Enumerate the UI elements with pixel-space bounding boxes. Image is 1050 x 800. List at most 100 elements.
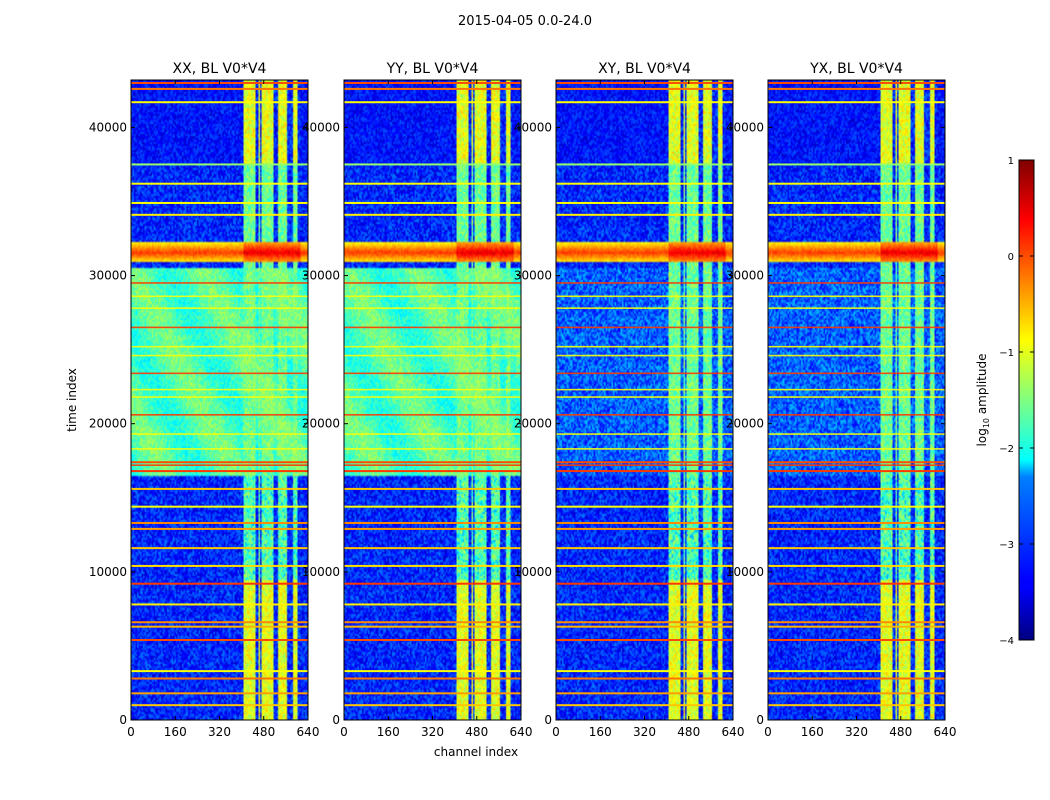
rfi-line [556, 372, 733, 375]
rfi-line [131, 307, 308, 309]
rfi-line [344, 547, 521, 550]
rfi-line [768, 388, 945, 391]
x-tick-label: 480 [252, 725, 275, 739]
rfi-line [344, 354, 521, 357]
rfi-line [768, 87, 945, 90]
x-axis-label: channel index [434, 745, 518, 759]
rfi-line [344, 182, 521, 185]
colorbar-tick-label: 0 [1008, 252, 1014, 263]
y-tick-label: 0 [756, 713, 764, 727]
rfi-line [344, 639, 521, 641]
x-tick-label: 320 [633, 725, 656, 739]
colorbar-tick-label: −1 [999, 348, 1014, 359]
figure-title: 2015-04-05 0.0-24.0 [458, 14, 592, 29]
rfi-line [131, 414, 308, 416]
x-tick-label: 160 [589, 725, 612, 739]
heatmap-panel-xy: XY, BL V0*V4 0 160 320 480 640 0 10000 20000 3000… [514, 61, 745, 739]
rfi-line [768, 345, 945, 348]
rfi-line [768, 621, 945, 624]
rfi-line [768, 564, 945, 567]
rfi-line [768, 163, 945, 166]
colorbar-tick-label: −3 [999, 540, 1014, 551]
colorbar-tick-label: 1 [1008, 156, 1014, 167]
rfi-line [344, 603, 521, 606]
x-tick-label: 640 [934, 725, 957, 739]
y-tick-label: 10000 [726, 565, 764, 579]
colorbar-tick-label: −4 [999, 636, 1014, 647]
heatmap-raster [344, 80, 521, 720]
rfi-line [344, 448, 521, 450]
rfi-line [131, 464, 308, 466]
rfi-line [556, 182, 733, 185]
rfi-line [131, 201, 308, 204]
rfi-line [344, 295, 521, 298]
rfi-line [131, 677, 308, 680]
rfi-line [768, 464, 945, 466]
x-tick-label: 0 [340, 725, 348, 739]
rfi-line [556, 87, 733, 90]
rfi-line [131, 448, 308, 450]
rfi-line [768, 639, 945, 641]
rfi-line [131, 704, 308, 707]
rfi-line [556, 201, 733, 204]
y-tick-label: 20000 [726, 417, 764, 431]
colorbar-label: log10 amplitude [975, 354, 991, 447]
rfi-line [131, 621, 308, 624]
rfi-line [344, 461, 521, 464]
rfi-line [131, 87, 308, 90]
rfi-line [556, 470, 733, 473]
rfi-line [344, 433, 521, 435]
y-axis-label: time index [65, 368, 79, 432]
rfi-line [768, 704, 945, 707]
rfi-line [344, 307, 521, 309]
rfi-line [344, 345, 521, 348]
rfi-line [556, 354, 733, 357]
rfi-line [344, 326, 521, 329]
rfi-line [131, 564, 308, 567]
rfi-line [768, 354, 945, 357]
rfi-line [344, 101, 521, 104]
rfi-line [131, 396, 308, 398]
y-tick-label: 40000 [89, 120, 127, 134]
rfi-line [131, 182, 308, 185]
y-tick-label: 30000 [514, 269, 552, 283]
y-tick-label: 0 [119, 713, 127, 727]
y-tick-label: 40000 [726, 120, 764, 134]
rfi-line [768, 547, 945, 550]
y-tick-label: 30000 [302, 269, 340, 283]
rfi-line [131, 461, 308, 464]
rfi-line [344, 464, 521, 466]
rfi-line [131, 487, 308, 490]
rfi-line [768, 433, 945, 435]
y-tick-label: 10000 [89, 565, 127, 579]
rfi-line [131, 295, 308, 298]
x-tick-label: 160 [377, 725, 400, 739]
rfi-line [768, 521, 945, 524]
rfi-line [556, 307, 733, 309]
rfi-line [768, 603, 945, 606]
colorbar: 1 0 −1 −2 −3 −4 [999, 156, 1035, 647]
x-tick-label: 0 [552, 725, 560, 739]
x-tick-label: 0 [127, 725, 135, 739]
rfi-line [344, 527, 521, 530]
rfi-line [556, 677, 733, 680]
y-tick-label: 20000 [302, 417, 340, 431]
rfi-line [131, 213, 308, 216]
rfi-line [768, 582, 945, 585]
rfi-line [556, 670, 733, 673]
x-tick-label: 320 [208, 725, 231, 739]
rfi-line [131, 470, 308, 473]
y-tick-label: 40000 [302, 120, 340, 134]
rfi-line [131, 101, 308, 104]
rfi-line [344, 414, 521, 416]
rfi-line [131, 625, 308, 628]
x-tick-label: 320 [845, 725, 868, 739]
x-tick-label: 0 [764, 725, 772, 739]
rfi-line [556, 692, 733, 695]
y-tick-label: 30000 [89, 269, 127, 283]
rfi-line [768, 677, 945, 680]
x-tick-label: 480 [677, 725, 700, 739]
rfi-line [131, 670, 308, 673]
rfi-line [556, 448, 733, 450]
rfi-line [768, 461, 945, 464]
